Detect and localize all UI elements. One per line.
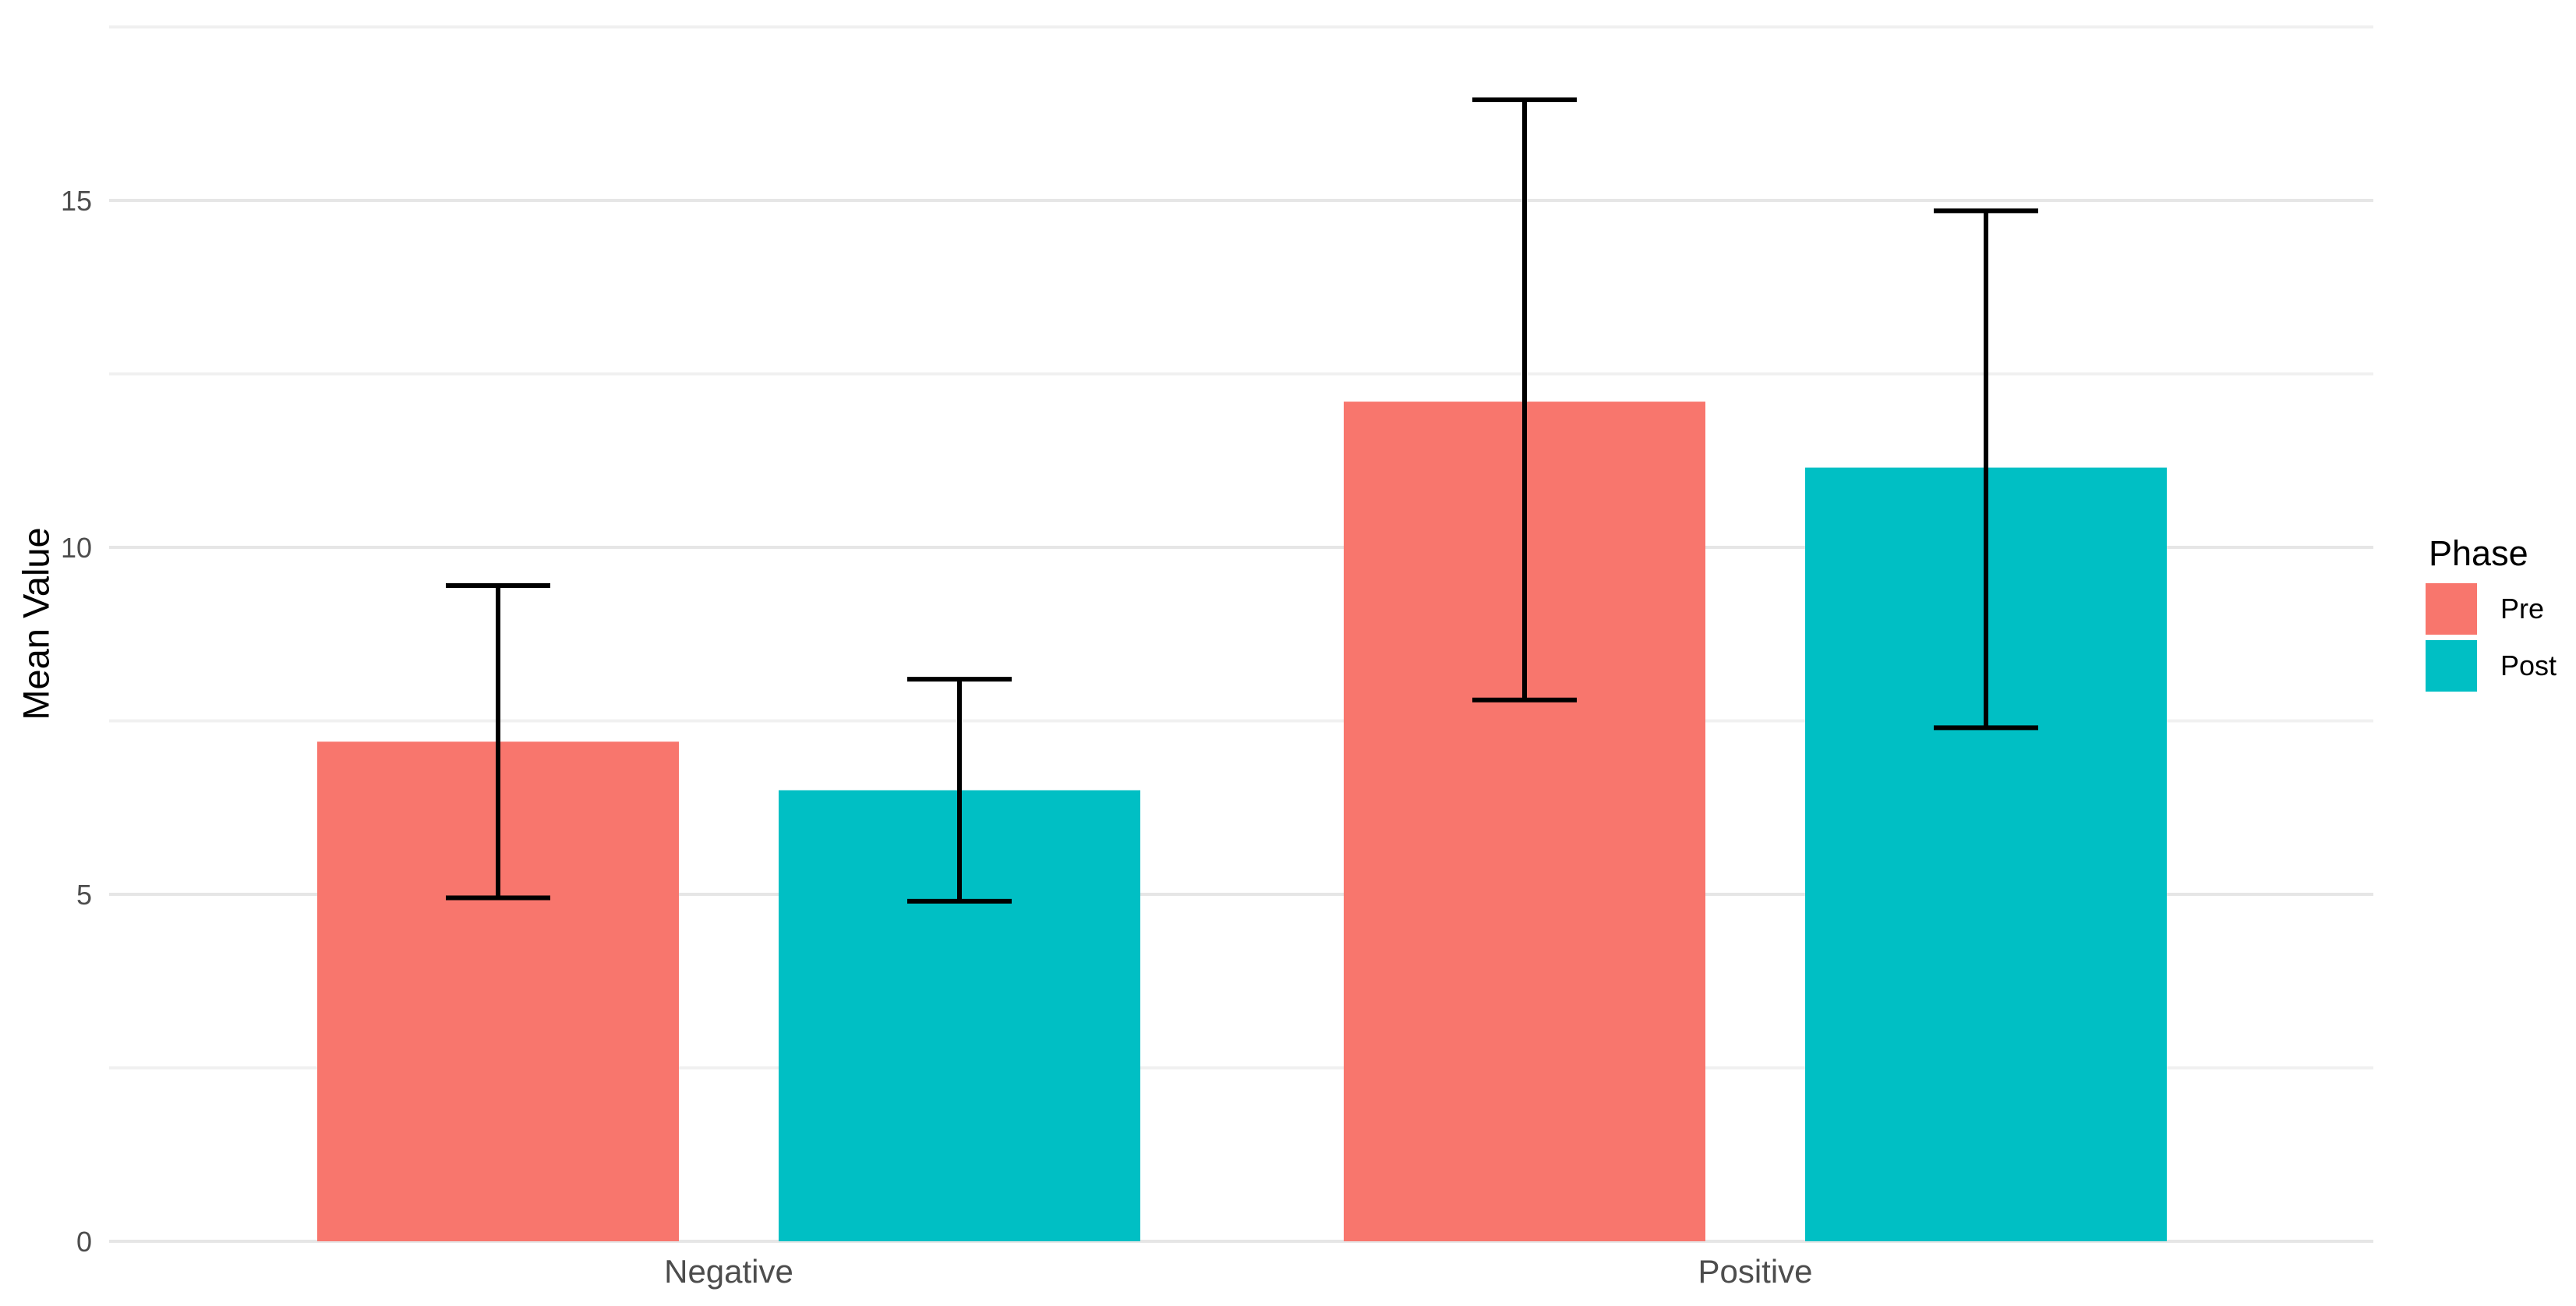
legend-label-post: Post xyxy=(2500,649,2557,681)
legend-label-pre: Pre xyxy=(2500,593,2545,625)
y-tick-label-5: 5 xyxy=(76,879,92,911)
legend-entries: Pre Post xyxy=(2426,583,2557,692)
errorbar-positive-pre xyxy=(1472,97,1577,703)
x-category-label-positive: Positive xyxy=(1698,1253,1812,1290)
legend-entry-post: Post xyxy=(2426,640,2557,692)
y-tick-label-15: 15 xyxy=(61,185,92,217)
y-tick-label-10: 10 xyxy=(61,532,92,564)
legend: Phase Pre Post xyxy=(2426,533,2557,697)
legend-swatch-post xyxy=(2426,640,2477,692)
legend-entry-pre: Pre xyxy=(2426,583,2557,635)
x-category-label-negative: Negative xyxy=(664,1253,793,1290)
errorbar-negative-post xyxy=(907,677,1012,904)
legend-swatch-pre xyxy=(2426,583,2477,635)
legend-title: Phase xyxy=(2429,533,2528,573)
y-tick-label-0: 0 xyxy=(76,1226,92,1258)
y-axis-title: Mean Value xyxy=(15,527,57,720)
errorbar-negative-pre xyxy=(446,582,550,901)
errorbar-positive-post xyxy=(1934,208,2038,731)
